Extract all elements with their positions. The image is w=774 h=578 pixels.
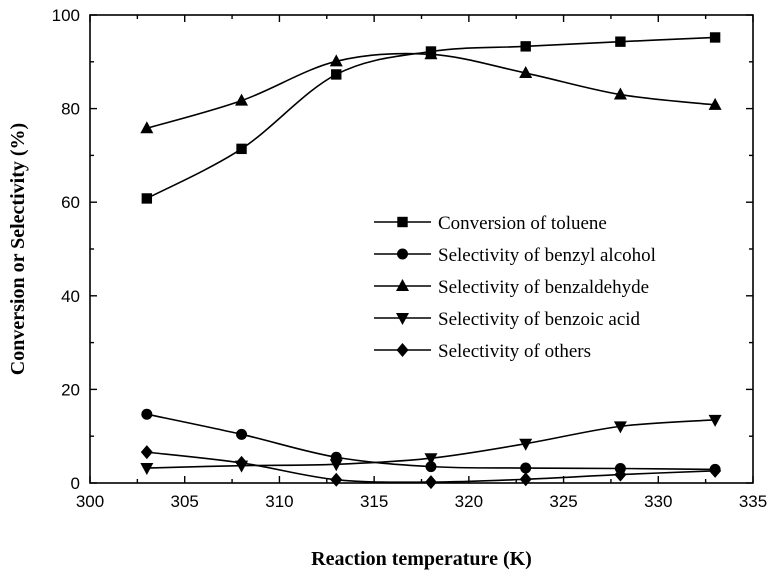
y-tick-label: 60 xyxy=(61,193,80,212)
legend-label: Selectivity of benzoic acid xyxy=(438,309,641,330)
data-point xyxy=(519,66,533,79)
x-tick-label: 300 xyxy=(76,492,104,511)
series-layer xyxy=(140,32,722,490)
y-tick-label: 80 xyxy=(61,100,80,119)
legend-item: Conversion of toluene xyxy=(374,213,607,234)
legend-label: Selectivity of benzyl alcohol xyxy=(438,245,656,266)
y-axis-title: Conversion or Selectivity (%) xyxy=(7,123,29,375)
x-tick-label: 310 xyxy=(265,492,293,511)
series-line xyxy=(146,52,716,130)
axes: 300 305 310 315 320 325 330 335 0 20 40 60 80 100 xyxy=(52,6,768,511)
x-tick-label: 305 xyxy=(171,492,199,511)
data-point xyxy=(329,54,343,67)
legend-marker xyxy=(397,248,408,260)
data-point xyxy=(519,438,533,451)
series-5 xyxy=(140,445,722,490)
data-point xyxy=(140,445,153,460)
data-point xyxy=(141,193,153,204)
data-point xyxy=(519,472,532,487)
y-tick-label: 100 xyxy=(52,6,80,25)
data-point xyxy=(424,47,438,60)
legend-item: Selectivity of benzyl alcohol xyxy=(374,245,656,266)
data-point xyxy=(424,475,437,490)
data-point xyxy=(235,455,248,470)
legend-item: Selectivity of benzoic acid xyxy=(374,309,641,330)
legend-marker xyxy=(396,313,409,325)
data-point xyxy=(709,463,722,478)
x-axis-title: Reaction temperature (K) xyxy=(311,548,532,570)
data-point xyxy=(329,459,343,472)
y-tick-label: 40 xyxy=(61,287,80,306)
data-point xyxy=(708,414,722,427)
data-point xyxy=(709,32,721,43)
data-point xyxy=(140,463,154,476)
x-tick-label: 335 xyxy=(739,492,767,511)
data-point xyxy=(424,453,438,466)
data-point xyxy=(520,462,532,474)
data-point xyxy=(615,36,626,47)
legend-item: Selectivity of others xyxy=(374,341,591,362)
data-point xyxy=(614,467,627,482)
data-point xyxy=(236,143,247,155)
x-tick-label: 320 xyxy=(455,492,483,511)
legend-marker xyxy=(396,279,409,291)
x-tick-label: 325 xyxy=(549,492,577,511)
data-point xyxy=(330,472,343,487)
data-point xyxy=(141,408,153,420)
legend-marker xyxy=(397,216,408,228)
data-point xyxy=(425,461,437,473)
data-point xyxy=(235,93,249,106)
legend-label: Conversion of toluene xyxy=(438,213,607,234)
data-point xyxy=(236,428,248,440)
data-point xyxy=(708,97,722,110)
legend-item: Selectivity of benzaldehyde xyxy=(374,277,649,298)
series-3 xyxy=(140,47,722,134)
data-point xyxy=(140,121,154,134)
legend-label: Selectivity of benzaldehyde xyxy=(438,277,649,298)
legend-marker xyxy=(396,343,409,357)
series-line xyxy=(146,36,716,200)
y-tick-label: 0 xyxy=(71,474,80,493)
legend: Conversion of toluene Selectivity of benz… xyxy=(374,213,656,362)
x-tick-label: 315 xyxy=(360,492,388,511)
legend-label: Selectivity of others xyxy=(438,341,591,362)
data-point xyxy=(613,421,627,434)
data-point xyxy=(520,41,531,52)
data-point xyxy=(331,69,342,80)
x-tick-label: 330 xyxy=(644,492,672,511)
y-tick-label: 20 xyxy=(61,380,80,399)
data-point xyxy=(613,87,627,100)
